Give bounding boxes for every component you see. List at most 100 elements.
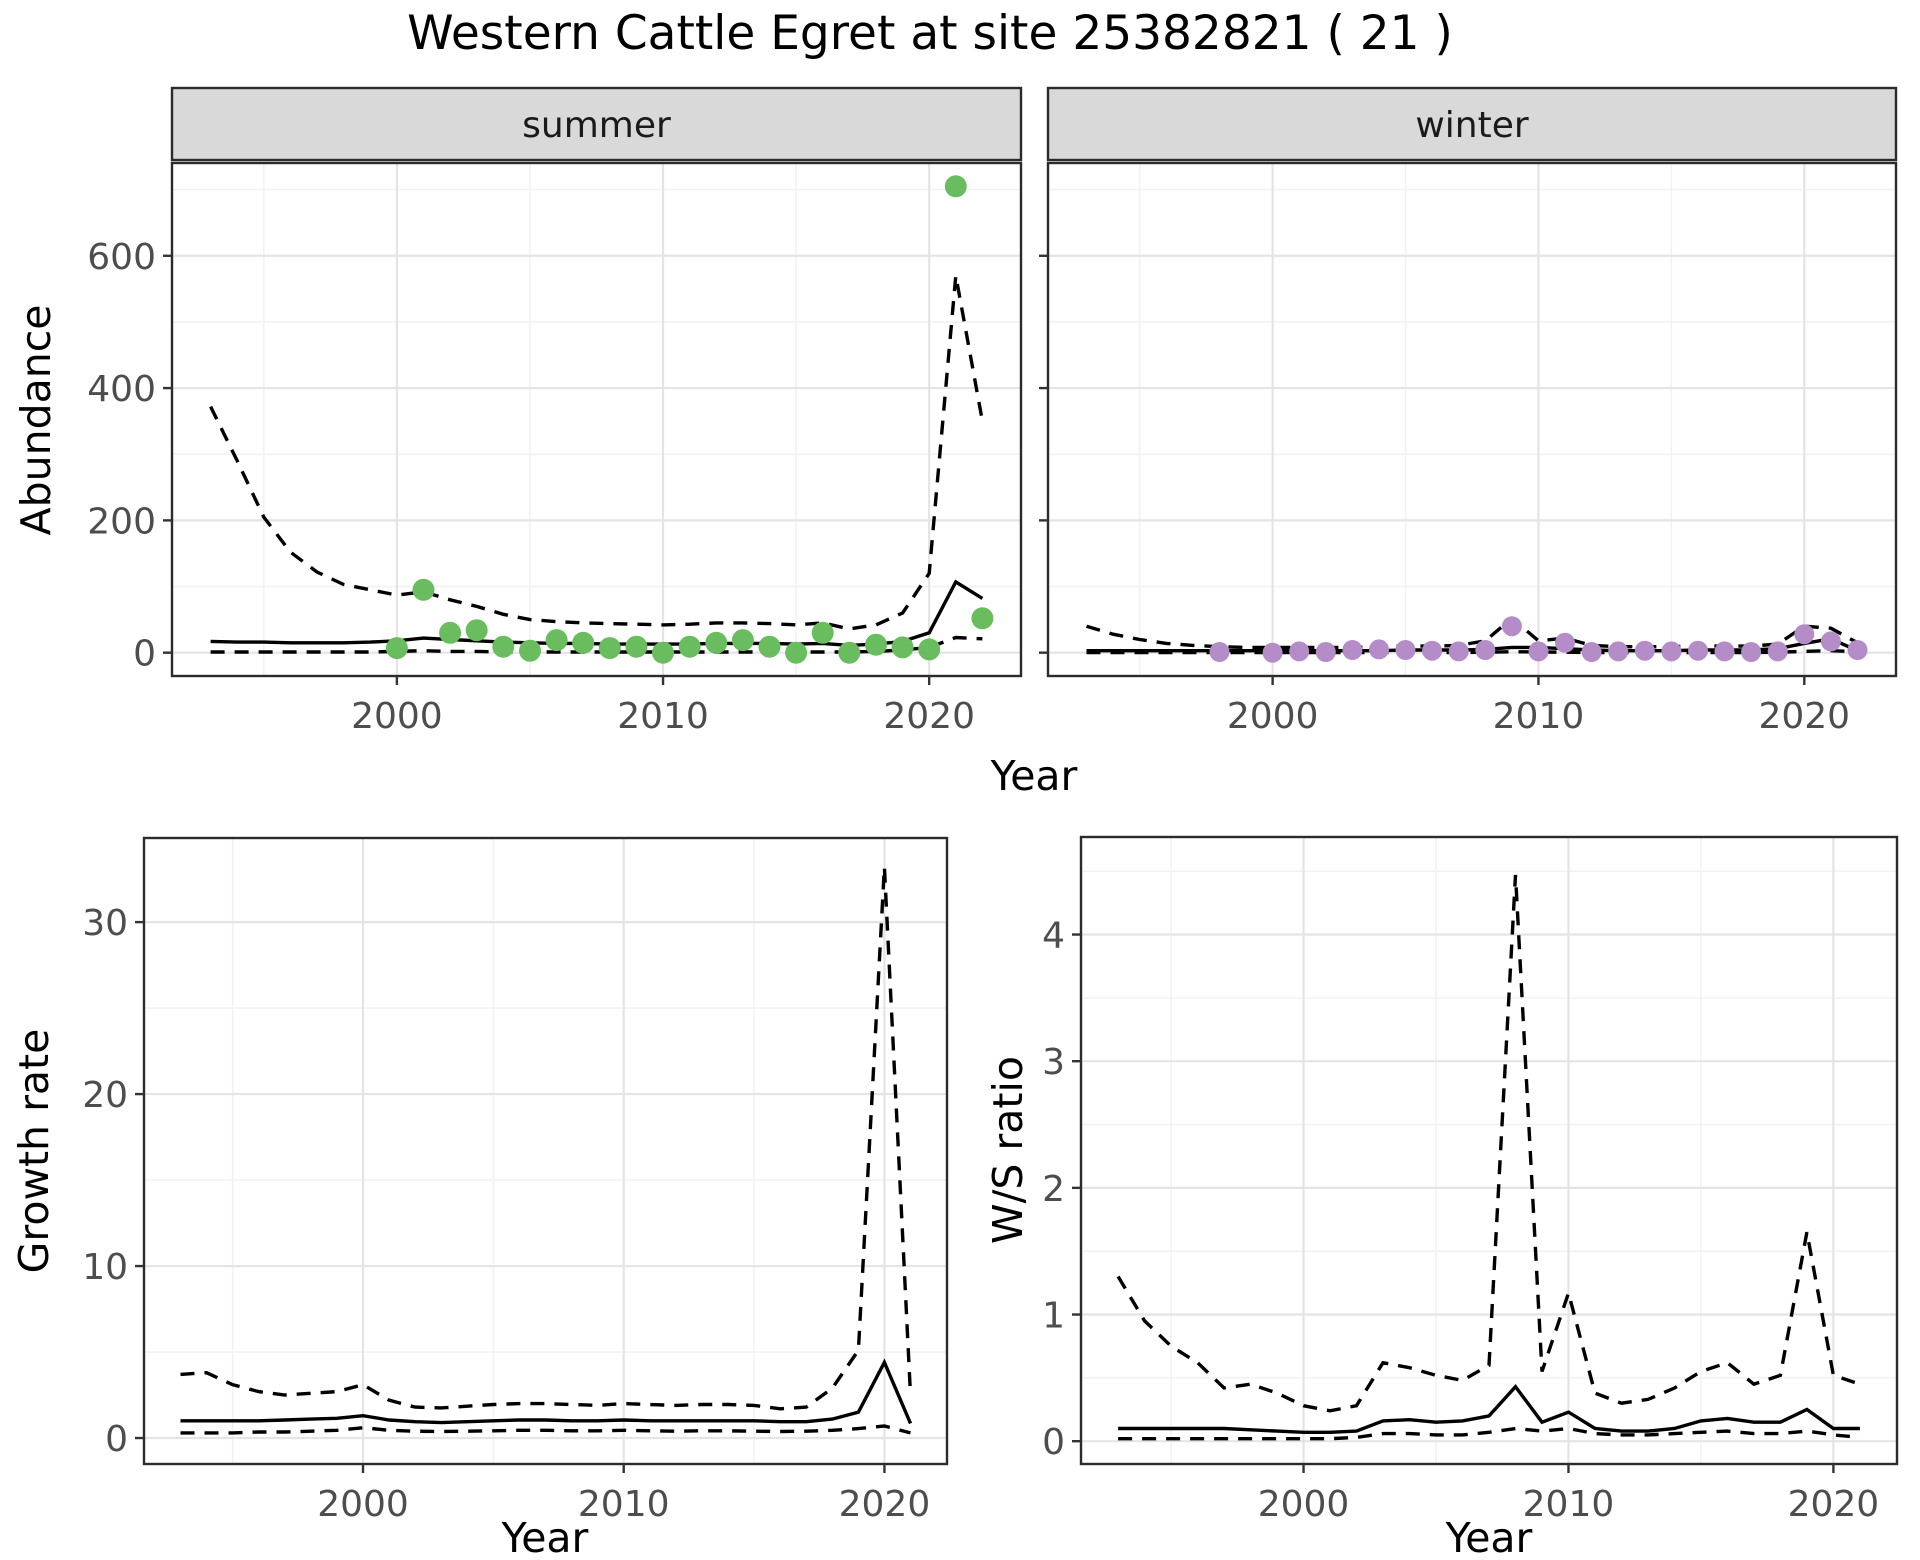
growth-rate-lower-ci-line [180, 1424, 911, 1435]
abundance-winter-panel-bg [1048, 163, 1896, 676]
y-axis-title-growth-rate: Growth rate [10, 1028, 58, 1274]
winter-observation [1608, 641, 1629, 662]
x-tick-label: 2010 [1523, 1484, 1615, 1525]
panel-ws-ratio: 2000 2010 2020 0 1 2 3 4 [1042, 835, 1899, 1525]
x-tick-label: 2010 [617, 696, 709, 737]
winter-observation [1688, 640, 1708, 661]
ws-ratio-lower-ci-line [1118, 1426, 1861, 1441]
facet-strip-summer [170, 86, 1023, 162]
y-tick-label: 0 [133, 634, 156, 675]
y-tick-label: 3 [1042, 1042, 1065, 1083]
x-tick-label: 2020 [839, 1484, 931, 1525]
summer-observation [598, 637, 621, 660]
growth-rate-panel-bg [144, 838, 947, 1464]
growth-rate-fit-line [180, 1358, 913, 1425]
winter-observation [1634, 640, 1655, 661]
facet-label-winter: winter [1415, 105, 1529, 146]
x-axis-title-year-ws: Year [1445, 1514, 1533, 1560]
x-tick-label: 2000 [351, 696, 443, 737]
winter-observation [1342, 640, 1363, 660]
summer-observation [412, 578, 435, 601]
winter-observation [1820, 631, 1841, 652]
abundance-winter-panel-border [1046, 161, 1898, 678]
facet-strip-winter [1046, 86, 1898, 162]
abundance-summer-panel-border [170, 161, 1023, 678]
summer-observation [971, 607, 994, 630]
x-tick-label: 2000 [317, 1484, 409, 1525]
summer-observation [492, 635, 515, 658]
winter-observation [1661, 641, 1682, 662]
y-tick-label: 400 [87, 369, 156, 410]
x-tick-label: 2020 [1758, 696, 1850, 737]
growth-rate-upper-ci-line [180, 867, 913, 1411]
winter-observation [1262, 642, 1283, 663]
ws-ratio-fit-line [1118, 1384, 1860, 1435]
summer-observation [785, 641, 808, 664]
winter-observation [1528, 641, 1549, 662]
chart-title: Western Cattle Egret at site 25382821 ( … [407, 6, 1453, 61]
summer-observation [625, 635, 648, 658]
summer-observation [918, 638, 941, 661]
y-tick-label: 30 [82, 903, 128, 944]
y-tick-label: 600 [87, 237, 156, 278]
summer-observation [385, 637, 408, 660]
panel-abundance-winter: winter 2000 2010 2020 [1039, 86, 1898, 737]
summer-observation [545, 629, 568, 652]
winter-observation [1422, 640, 1443, 661]
winter-observation [1315, 642, 1336, 662]
summer-observation [519, 639, 541, 662]
winter-observation [1289, 641, 1310, 662]
facet-label-summer: summer [522, 105, 671, 146]
winter-observation [1767, 641, 1788, 662]
y-tick-label: 200 [87, 501, 156, 542]
abundance-summer-panel-bg [172, 163, 1021, 676]
winter-observation [1395, 640, 1416, 660]
winter-observation [1501, 616, 1522, 637]
summer-observation [944, 175, 967, 198]
winter-observation [1555, 632, 1575, 653]
winter-observation [1581, 642, 1602, 662]
winter-observation [1448, 641, 1469, 662]
growth-rate-panel-border [142, 836, 949, 1466]
winter-observation [1714, 641, 1735, 662]
y-tick-label: 20 [82, 1075, 128, 1116]
abundance-summer-lower-ci-line [210, 635, 983, 654]
summer-observation [811, 621, 834, 644]
panel-abundance-summer: summer 2000 2010 2020 0 200 400 600 [87, 86, 1023, 737]
summer-observation [652, 641, 674, 664]
winter-observation [1847, 640, 1868, 660]
x-tick-label: 2020 [883, 696, 975, 737]
summer-observation [439, 621, 462, 644]
winter-observation [1209, 642, 1230, 662]
winter-observation [1741, 642, 1762, 662]
summer-observation [572, 631, 595, 654]
winter-observation [1369, 639, 1389, 660]
ws-ratio-panel-border [1079, 835, 1899, 1466]
summer-observation [465, 619, 488, 642]
y-tick-label: 0 [105, 1419, 128, 1460]
x-tick-label: 2000 [1227, 696, 1319, 737]
abundance-summer-upper-ci-line [209, 275, 985, 631]
summer-observation [891, 636, 914, 659]
summer-observation [838, 641, 861, 664]
y-tick-label: 2 [1042, 1169, 1065, 1210]
summer-observation [731, 629, 754, 652]
x-tick-label: 2000 [1258, 1484, 1350, 1525]
summer-observation [678, 635, 701, 658]
x-tick-label: 2010 [1493, 696, 1585, 737]
summer-observation [705, 631, 728, 654]
winter-observation [1475, 640, 1496, 660]
y-tick-label: 10 [82, 1247, 128, 1288]
y-tick-label: 1 [1042, 1296, 1065, 1337]
x-axis-title-year-growth: Year [501, 1514, 589, 1560]
summer-observation [865, 633, 887, 656]
ws-ratio-upper-ci-line [1116, 874, 1861, 1413]
winter-observation [1794, 624, 1815, 645]
y-axis-title-abundance: Abundance [12, 304, 60, 536]
x-axis-title-year-top: Year [990, 752, 1078, 800]
x-tick-label: 2020 [1788, 1484, 1880, 1525]
panel-growth-rate: 2000 2010 2020 0 10 20 30 [82, 836, 949, 1525]
summer-observation [758, 635, 781, 658]
